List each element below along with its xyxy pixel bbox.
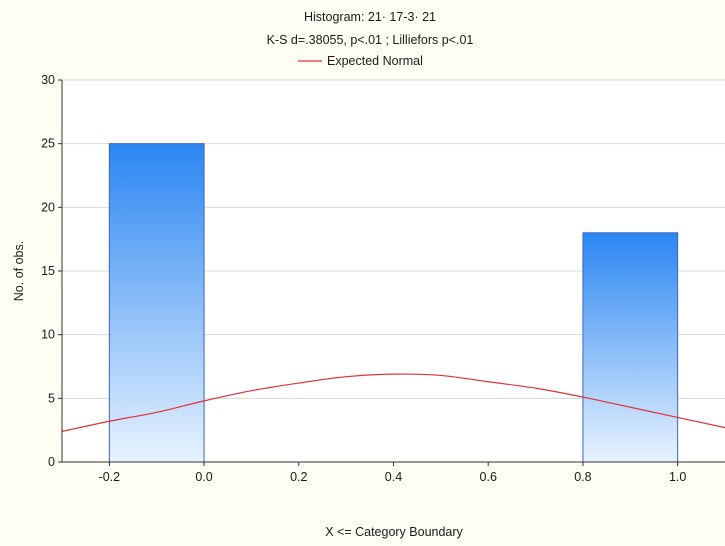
expected-normal-curve — [62, 373, 725, 433]
y-tick-label: 25 — [41, 137, 55, 151]
bars — [108, 143, 679, 463]
y-tick-label: 10 — [41, 328, 55, 342]
x-tick-label: 0.4 — [385, 470, 402, 484]
histogram-bar — [582, 232, 679, 463]
x-tick-label: 0.8 — [574, 470, 591, 484]
tick-labels: 0 5 10 15 20 25 30 -0.2 0.0 0.2 0.4 0.6 0.8 1.0 — [41, 73, 686, 484]
legend-label-expected-normal: Expected Normal — [327, 54, 423, 68]
axes — [58, 79, 725, 466]
y-tick-label: 30 — [41, 73, 55, 87]
x-tick-label: 0.2 — [290, 470, 307, 484]
legend: Expected Normal — [298, 54, 423, 68]
y-tick-label: 0 — [48, 455, 55, 469]
x-tick-label: 0.0 — [195, 470, 212, 484]
chart-title: Histogram: 21· 17-3· 21 — [304, 10, 436, 24]
expected-normal-curve-group — [62, 373, 725, 433]
x-axis-label: X <= Category Boundary — [325, 525, 463, 539]
y-tick-label: 15 — [41, 264, 55, 278]
x-tick-label: -0.2 — [99, 470, 121, 484]
chart-subtitle: K-S d=.38055, p<.01 ; Lilliefors p<.01 — [267, 33, 474, 47]
x-tick-label: 1.0 — [669, 470, 686, 484]
histogram-bar — [108, 143, 205, 463]
y-axis-label: No. of obs. — [12, 241, 26, 301]
x-tick-label: 0.6 — [480, 470, 497, 484]
y-tick-label: 20 — [41, 200, 55, 214]
y-tick-label: 5 — [48, 391, 55, 405]
